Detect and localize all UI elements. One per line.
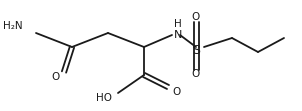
Text: HO: HO — [96, 93, 112, 103]
Text: H: H — [174, 19, 182, 29]
Text: N: N — [174, 30, 182, 40]
Text: O: O — [192, 69, 200, 79]
Text: O: O — [192, 12, 200, 22]
Text: S: S — [192, 44, 200, 56]
Text: H₂N: H₂N — [3, 21, 23, 31]
Text: O: O — [172, 87, 180, 97]
Text: O: O — [52, 72, 60, 82]
